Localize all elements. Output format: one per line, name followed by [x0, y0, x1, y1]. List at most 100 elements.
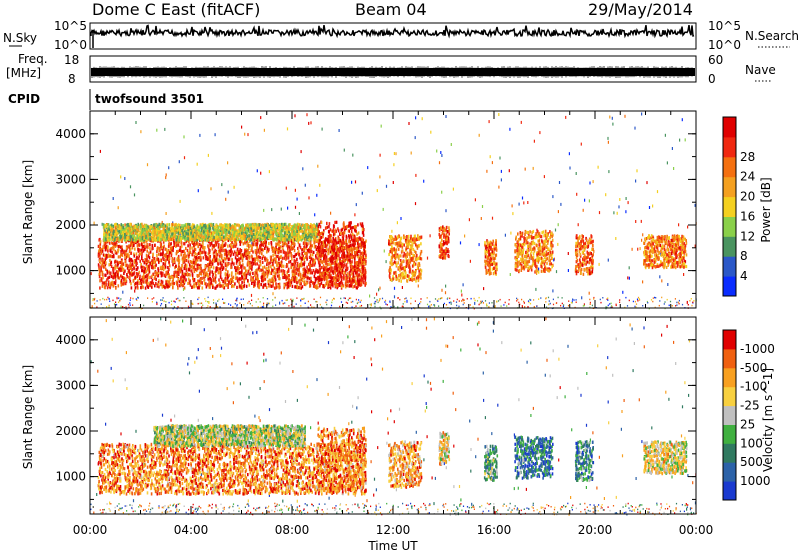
ground-scatter — [390, 306, 392, 308]
echo-cell — [198, 255, 200, 260]
ground-scatter — [161, 299, 163, 301]
ground-scatter — [199, 302, 201, 305]
echo-speck — [225, 197, 227, 201]
echo-cell — [171, 257, 174, 261]
echo-cell — [223, 286, 226, 290]
echo-cell — [141, 254, 143, 258]
echo-cell — [128, 276, 131, 280]
echo-cell — [268, 247, 270, 252]
ground-scatter — [478, 296, 480, 299]
ground-scatter — [251, 299, 253, 301]
ground-scatter — [527, 300, 530, 302]
echo-cell — [269, 228, 272, 232]
echo-cell — [170, 282, 172, 286]
echo-speck — [112, 197, 114, 200]
ground-scatter — [637, 296, 640, 299]
echo-cell — [131, 262, 133, 267]
echo-cell — [190, 233, 193, 237]
echo-speck — [310, 121, 312, 125]
echo-cell — [211, 275, 214, 279]
echo-cell — [104, 241, 107, 245]
echo-cell — [343, 252, 345, 256]
echo-cell — [254, 270, 256, 274]
echo-cell — [296, 284, 299, 288]
echo-cell — [217, 271, 220, 275]
echo-cell — [308, 261, 311, 265]
echo-cell — [263, 265, 266, 269]
ground-scatter — [99, 299, 101, 301]
ground-scatter — [156, 301, 158, 304]
ground-scatter — [575, 299, 577, 301]
echo-cell — [163, 233, 165, 237]
ground-scatter — [214, 307, 216, 310]
ground-scatter — [219, 306, 221, 308]
echo-cell — [268, 265, 270, 269]
echo-cell — [117, 270, 120, 274]
echo-cell — [137, 279, 139, 283]
ground-scatter — [355, 298, 357, 301]
echo-cell — [286, 282, 289, 286]
echo-cell — [109, 249, 112, 253]
echo-cell — [361, 268, 363, 272]
echo-cell — [270, 265, 272, 269]
echo-cell — [188, 235, 191, 239]
echo-cell — [160, 265, 162, 269]
echo-cell — [293, 244, 295, 248]
echo-cell — [238, 271, 241, 275]
ground-scatter — [397, 306, 399, 308]
echo-cell — [121, 253, 124, 257]
echo-cell — [131, 259, 134, 263]
echo-cell — [304, 283, 307, 287]
echo-cell — [322, 240, 325, 244]
echo-cell — [259, 246, 261, 250]
echo-cell — [224, 262, 227, 266]
echo-cell — [362, 260, 365, 264]
echo-cell — [118, 238, 120, 242]
ground-scatter — [530, 299, 532, 301]
ground-scatter — [528, 301, 530, 304]
echo-cell — [177, 243, 180, 247]
ground-scatter — [508, 299, 510, 301]
echo-cell — [235, 276, 237, 280]
echo-cell — [262, 273, 265, 277]
echo-cell — [289, 260, 292, 264]
echo-cell — [257, 281, 259, 285]
echo-speck — [378, 288, 380, 292]
echo-cell — [252, 239, 255, 243]
ground-scatter — [447, 297, 449, 299]
ground-scatter — [243, 304, 245, 306]
echo-cell — [290, 254, 292, 258]
echo-cell — [170, 246, 172, 250]
echo-cell — [148, 256, 151, 260]
echo-cell — [308, 255, 311, 259]
echo-cell — [173, 239, 175, 243]
echo-cell — [146, 260, 149, 264]
echo-cell — [133, 252, 135, 256]
echo-cell — [210, 278, 212, 282]
ground-scatter — [571, 300, 573, 302]
echo-cell — [299, 274, 302, 279]
echo-cell — [250, 254, 253, 258]
ground-scatter — [692, 301, 694, 304]
echo-cell — [146, 249, 148, 253]
echo-cell — [317, 270, 320, 274]
echo-cell — [187, 281, 189, 285]
echo-cell — [219, 261, 222, 265]
echo-cell — [191, 266, 194, 270]
echo-cell — [197, 279, 199, 283]
echo-cell — [119, 261, 122, 265]
ground-scatter — [213, 302, 215, 304]
echo-speck — [379, 153, 381, 157]
echo-cell — [114, 260, 116, 264]
echo-cell — [246, 269, 248, 273]
echo-cell — [103, 285, 106, 289]
ground-scatter — [466, 298, 468, 300]
echo-cell — [275, 257, 277, 261]
ground-scatter — [151, 298, 153, 300]
echo-cell — [307, 271, 309, 275]
echo-cell — [302, 262, 304, 266]
echo-cell — [170, 252, 173, 256]
echo-cell — [261, 241, 264, 245]
ground-scatter — [228, 303, 230, 305]
echo-cell — [105, 256, 107, 260]
